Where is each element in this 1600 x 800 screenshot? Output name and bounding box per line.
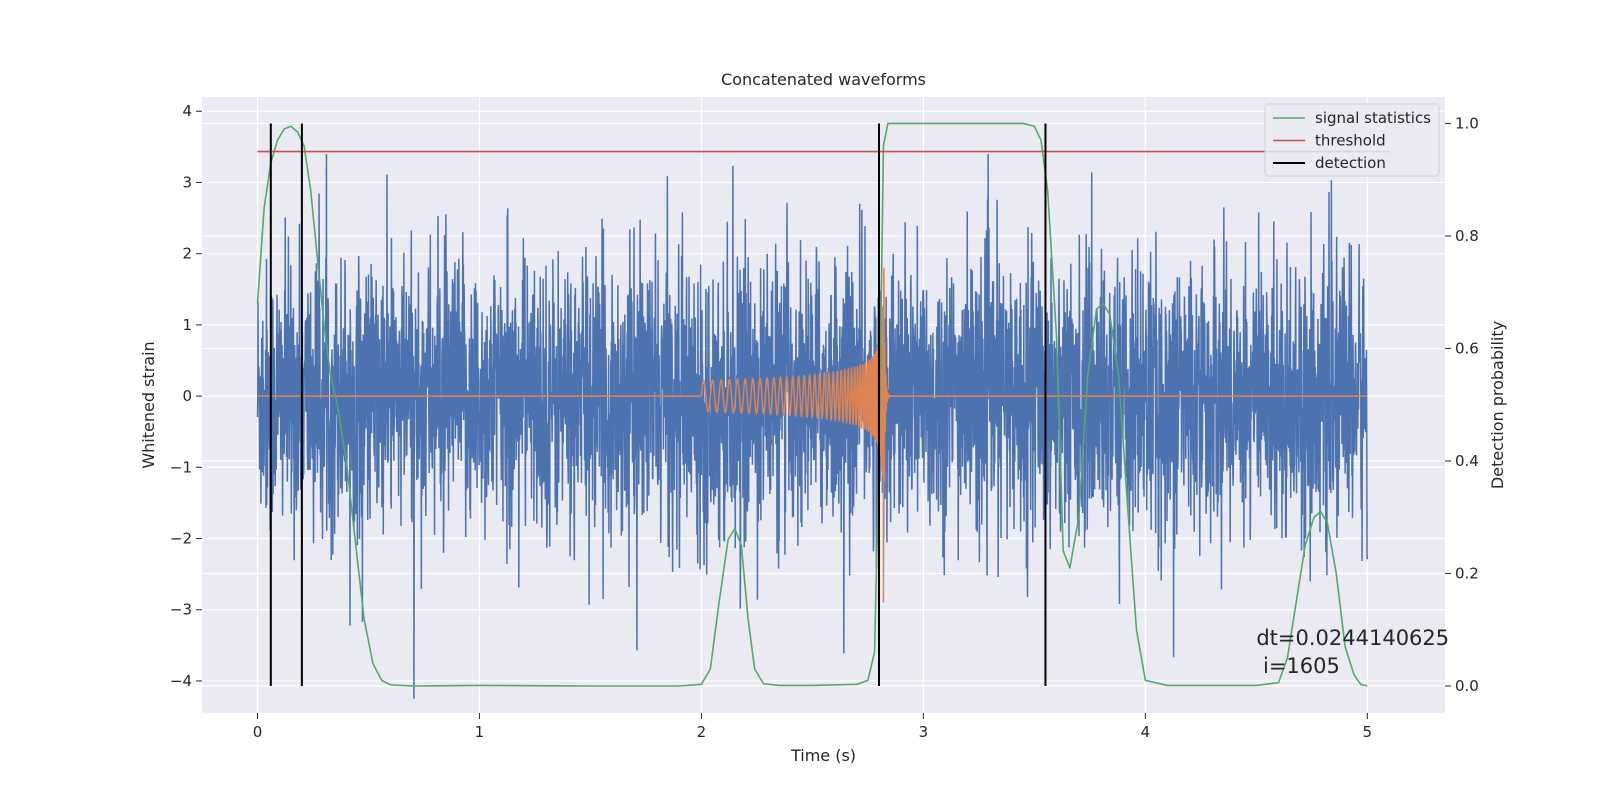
x-tick-label: 0 — [253, 723, 263, 741]
y-tick-label: −2 — [170, 530, 192, 548]
y2-tick-label: 0.8 — [1455, 227, 1479, 245]
legend-entry-threshold: threshold — [1315, 132, 1386, 150]
chart-title: Concatenated waveforms — [721, 70, 926, 89]
legend-box — [1264, 103, 1440, 177]
y2-tick-label: 0.6 — [1455, 339, 1479, 357]
y2-tick-label: 0.0 — [1455, 677, 1479, 695]
y-tick-label: −1 — [170, 458, 192, 476]
x-tick-label: 5 — [1363, 723, 1373, 741]
x-tick-label: 4 — [1141, 723, 1151, 741]
legend-entry-detection: detection — [1315, 154, 1386, 172]
y-tick-label: 2 — [182, 245, 192, 263]
y-tick-label: 0 — [182, 387, 192, 405]
x-tick-label: 1 — [475, 723, 485, 741]
y-tick-label: 4 — [182, 102, 192, 120]
y-tick-label: −4 — [170, 672, 192, 690]
ticks: 0 1 2 3 4 5 −4 −3 −2 −1 0 1 2 3 4 0.0 0.2 0.4 0.6 0.8 1.0 — [170, 102, 1479, 741]
y2-tick-label: 0.4 — [1455, 452, 1479, 470]
noise-series-line — [256, 153, 1369, 699]
y-tick-label: 3 — [182, 173, 192, 191]
y2-tick-label: 1.0 — [1455, 114, 1479, 132]
x-tick-label: 3 — [919, 723, 929, 741]
y-axis-label: Whitened strain — [139, 341, 158, 468]
annotation-index: i=1605 — [1256, 654, 1340, 678]
legend: signal statistics threshold detection — [1264, 103, 1440, 177]
y-tick-label: −3 — [170, 601, 192, 619]
y2-tick-label: 0.2 — [1455, 564, 1479, 582]
y-tick-label: 1 — [182, 316, 192, 334]
annotation-dt: dt=0.0244140625 — [1256, 626, 1449, 650]
legend-entry-signal-statistics: signal statistics — [1315, 109, 1431, 127]
x-axis-label: Time (s) — [790, 746, 856, 765]
y2-axis-label: Detection probability — [1488, 321, 1507, 489]
data-layer — [256, 122, 1390, 699]
signal-statistics-line — [256, 122, 1368, 687]
x-tick-label: 2 — [697, 723, 707, 741]
chirp-waveform-line — [257, 267, 1368, 603]
